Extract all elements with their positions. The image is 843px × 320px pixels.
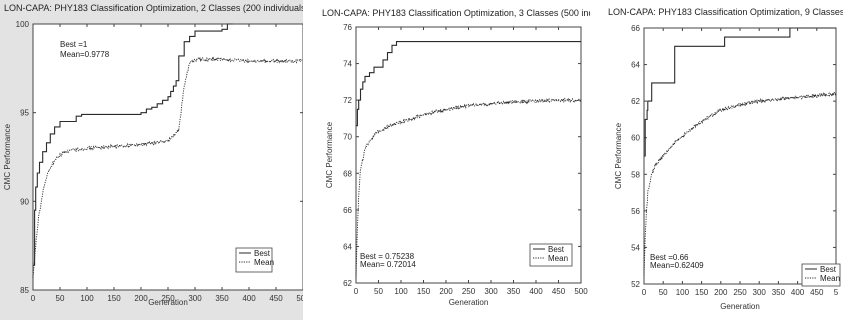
x-tick-label: 150 bbox=[107, 294, 121, 303]
x-tick-label: 0 bbox=[642, 288, 647, 297]
series-line-best bbox=[33, 23, 233, 266]
y-tick-label: 54 bbox=[631, 243, 640, 252]
x-tick-label: 50 bbox=[56, 294, 65, 303]
plot-area bbox=[355, 26, 582, 284]
x-tick-label: 300 bbox=[188, 294, 202, 303]
y-tick-label: 52 bbox=[631, 280, 640, 289]
y-tick-label: 68 bbox=[343, 169, 352, 178]
chart-title: LON-CAPA: PHY183 Classification Optimiza… bbox=[322, 8, 590, 18]
y-tick-label: 90 bbox=[20, 197, 29, 206]
x-tick-label: 200 bbox=[439, 287, 453, 296]
x-tick-label: 100 bbox=[394, 287, 408, 296]
legend-entry: Mean bbox=[820, 274, 840, 283]
y-tick-label: 58 bbox=[631, 170, 640, 179]
x-tick-label: 50 bbox=[659, 288, 668, 297]
stats-annotation: Best =0.66 bbox=[650, 253, 689, 262]
stats-annotation: Best =1 bbox=[60, 40, 88, 49]
legend-entry: Mean bbox=[254, 258, 274, 267]
x-tick-label: 150 bbox=[417, 287, 431, 296]
y-tick-label: 74 bbox=[343, 60, 352, 69]
x-tick-label: 200 bbox=[714, 288, 728, 297]
chart-title: LON-CAPA: PHY183 Classification Optimiza… bbox=[608, 7, 843, 17]
x-tick-label: 50 bbox=[374, 287, 383, 296]
chart-panel-3-classes: LON-CAPA: PHY183 Classification Optimiza… bbox=[314, 0, 590, 320]
x-tick-label: 150 bbox=[695, 288, 709, 297]
x-tick-label: 100 bbox=[676, 288, 690, 297]
stats-annotation: Best = 0.75238 bbox=[360, 252, 415, 261]
legend-entry: Best bbox=[548, 245, 565, 254]
chart-3-classes: LON-CAPA: PHY183 Classification Optimiza… bbox=[322, 8, 590, 307]
stats-annotation: Mean= 0.72014 bbox=[360, 260, 416, 269]
chart-panel-9-classes: LON-CAPA: PHY183 Classification Optimiza… bbox=[606, 0, 843, 320]
x-tick-label: 5 bbox=[834, 288, 839, 297]
x-tick-label: 250 bbox=[462, 287, 476, 296]
plot-area bbox=[32, 23, 303, 291]
y-tick-label: 62 bbox=[343, 279, 352, 288]
y-tick-label: 95 bbox=[20, 109, 29, 118]
y-tick-label: 56 bbox=[631, 207, 640, 216]
legend-box bbox=[235, 247, 273, 273]
y-tick-label: 66 bbox=[343, 206, 352, 215]
x-tick-label: 100 bbox=[80, 294, 94, 303]
y-tick-label: 72 bbox=[343, 96, 352, 105]
y-tick-label: 76 bbox=[343, 23, 352, 32]
x-tick-label: 450 bbox=[810, 288, 824, 297]
x-tick-label: 350 bbox=[507, 287, 521, 296]
y-tick-label: 64 bbox=[631, 61, 640, 70]
series-line-mean bbox=[355, 97, 582, 279]
x-tick-label: 300 bbox=[484, 287, 498, 296]
x-tick-label: 450 bbox=[269, 294, 283, 303]
series-line-best bbox=[356, 41, 581, 127]
y-tick-label: 70 bbox=[343, 133, 352, 142]
legend-entry: Mean bbox=[548, 254, 568, 263]
y-tick-label: 60 bbox=[631, 134, 640, 143]
legend-entry: Best bbox=[254, 249, 271, 258]
x-tick-label: 400 bbox=[791, 288, 805, 297]
x-tick-label: 250 bbox=[161, 294, 175, 303]
y-tick-label: 62 bbox=[631, 97, 640, 106]
x-tick-label: 0 bbox=[31, 294, 36, 303]
x-tick-label: 350 bbox=[215, 294, 229, 303]
x-tick-label: 250 bbox=[733, 288, 747, 297]
x-axis-label: Generation bbox=[720, 302, 760, 311]
y-axis-label: CMC Performance bbox=[614, 122, 623, 189]
chart-title: LON-CAPA: PHY183 Classification Optimiza… bbox=[4, 3, 303, 13]
series-line-mean bbox=[643, 91, 837, 276]
y-tick-label: 85 bbox=[20, 286, 29, 295]
series-line-best bbox=[644, 27, 836, 157]
x-axis-label: Generation bbox=[449, 298, 489, 307]
x-tick-label: 0 bbox=[354, 287, 359, 296]
plot-area bbox=[643, 27, 837, 285]
x-axis-label: Generation bbox=[148, 298, 188, 307]
legend-entry: Best bbox=[820, 265, 837, 274]
x-tick-label: 300 bbox=[753, 288, 767, 297]
x-tick-label: 200 bbox=[134, 294, 148, 303]
y-axis-label: CMC Performance bbox=[325, 121, 334, 188]
y-tick-label: 66 bbox=[631, 24, 640, 33]
chart-panel-2-classes: LON-CAPA: PHY183 Classification Optimiza… bbox=[0, 0, 303, 320]
y-tick-label: 100 bbox=[16, 20, 30, 29]
x-tick-label: 400 bbox=[242, 294, 256, 303]
y-tick-label: 64 bbox=[343, 242, 352, 251]
x-tick-label: 400 bbox=[529, 287, 543, 296]
x-tick-label: 500 bbox=[296, 294, 303, 303]
x-tick-label: 450 bbox=[552, 287, 566, 296]
y-axis-label: CMC Performance bbox=[3, 123, 12, 190]
series-line-mean bbox=[32, 56, 303, 279]
x-tick-label: 350 bbox=[772, 288, 786, 297]
chart-9-classes: LON-CAPA: PHY183 Classification Optimiza… bbox=[608, 7, 843, 311]
stats-annotation: Mean=0.62409 bbox=[650, 261, 704, 270]
stats-annotation: Mean=0.9778 bbox=[60, 50, 110, 59]
chart-2-classes: LON-CAPA: PHY183 Classification Optimiza… bbox=[3, 3, 303, 307]
x-tick-label: 500 bbox=[574, 287, 588, 296]
